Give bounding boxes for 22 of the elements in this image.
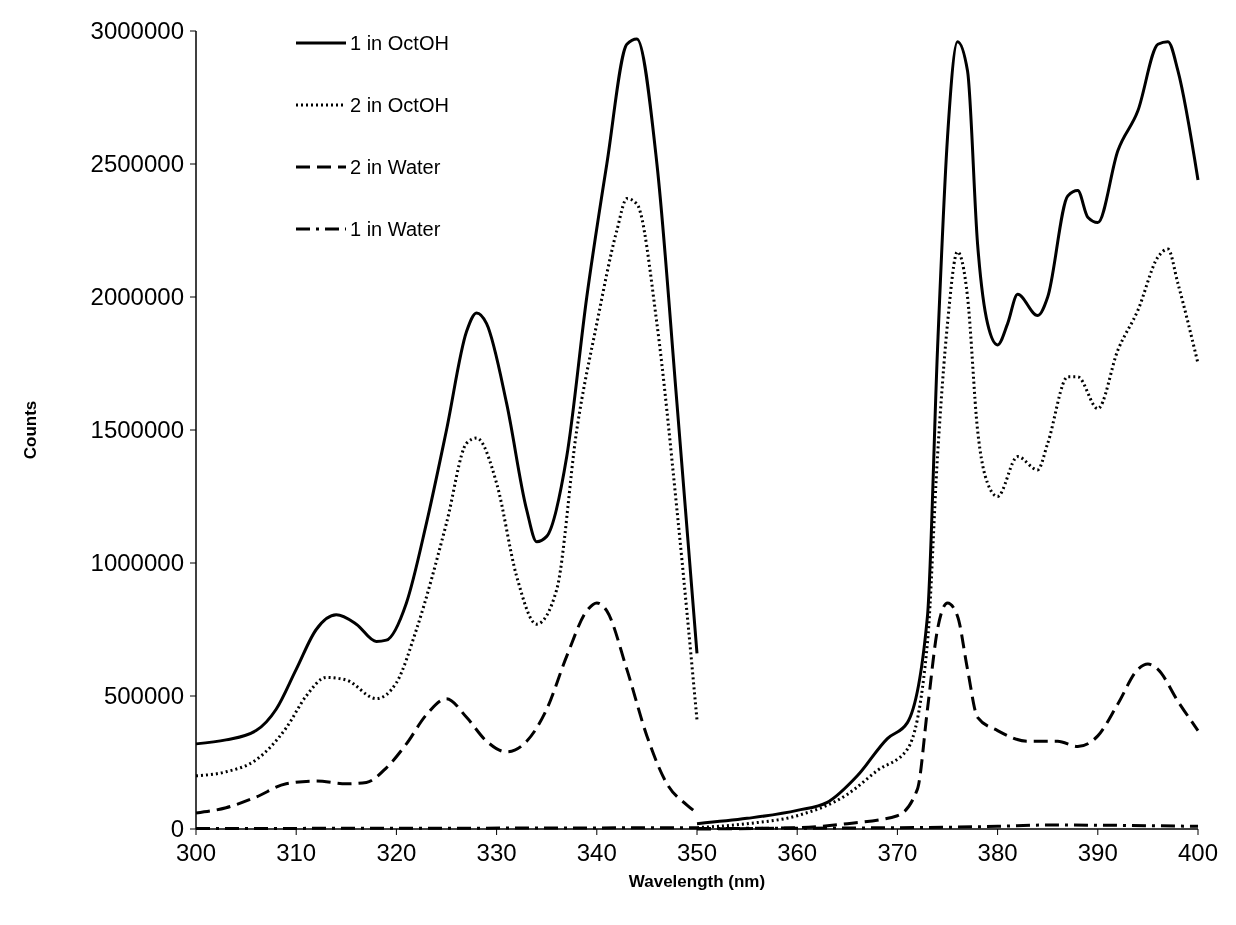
x-tick-label: 320 xyxy=(376,839,417,866)
x-tick-label: 390 xyxy=(1077,839,1118,866)
legend-label: 1 in OctOH xyxy=(350,32,449,54)
x-tick-label: 370 xyxy=(877,839,918,866)
y-tick-label: 2000000 xyxy=(90,283,184,311)
y-tick-label: 500000 xyxy=(103,682,184,710)
y-tick-label: 3000000 xyxy=(90,17,184,45)
y-tick-label: 1000000 xyxy=(90,549,184,577)
legend-label: 1 in Water xyxy=(350,218,441,240)
x-tick-label: 350 xyxy=(676,839,718,866)
y-tick-label: 1500000 xyxy=(90,416,184,444)
x-tick-label: 340 xyxy=(576,839,617,866)
x-tick-label: 310 xyxy=(276,839,317,866)
y-axis-title: Counts xyxy=(21,400,40,460)
x-tick-label: 400 xyxy=(1177,839,1219,866)
legend-label: 2 in OctOH xyxy=(350,94,449,116)
x-tick-label: 380 xyxy=(977,839,1018,866)
x-tick-label: 330 xyxy=(476,839,517,866)
legend-label: 2 in Water xyxy=(350,156,441,178)
x-axis-title: Wavelength (nm) xyxy=(628,872,766,891)
y-tick-label: 2500000 xyxy=(90,150,184,178)
x-tick-label: 360 xyxy=(777,839,818,866)
